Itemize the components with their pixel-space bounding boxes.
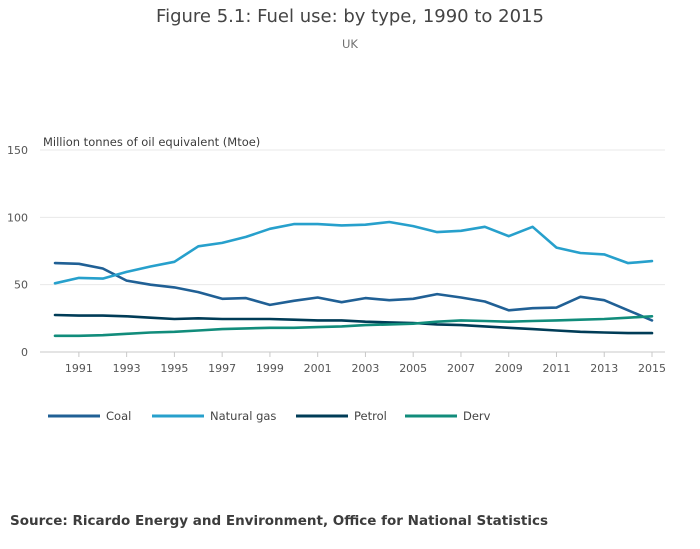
chart-source: Source: Ricardo Energy and Environment, … — [10, 513, 548, 529]
x-tick-label: 2015 — [638, 362, 666, 375]
series-line-derv — [53, 314, 654, 338]
x-tick-label: 1991 — [65, 362, 93, 375]
x-tick-label: 1993 — [113, 362, 141, 375]
legend-label-natural-gas[interactable]: Natural gas — [210, 409, 276, 423]
x-tick-label: 2013 — [590, 362, 618, 375]
x-tick-label: 2005 — [399, 362, 427, 375]
series-line-petrol — [53, 313, 654, 335]
legend-label-petrol[interactable]: Petrol — [354, 409, 387, 423]
y-tick-label: 0 — [21, 346, 28, 359]
y-tick-label: 50 — [14, 279, 28, 292]
x-tick-label: 2001 — [304, 362, 332, 375]
y-tick-label: 100 — [7, 211, 28, 224]
legend-label-derv[interactable]: Derv — [463, 409, 491, 423]
chart-subtitle: UK — [342, 37, 358, 51]
chart-title: Figure 5.1: Fuel use: by type, 1990 to 2… — [156, 6, 544, 27]
x-tick-label: 1997 — [208, 362, 236, 375]
series-line-coal — [53, 261, 654, 322]
x-tick-label: 1999 — [256, 362, 284, 375]
x-tick-label: 2009 — [495, 362, 523, 375]
y-axis-label: Million tonnes of oil equivalent (Mtoe) — [43, 135, 260, 149]
x-tick-label: 1995 — [160, 362, 188, 375]
x-tick-label: 2007 — [447, 362, 475, 375]
x-tick-label: 2003 — [351, 362, 379, 375]
y-tick-label: 150 — [7, 144, 28, 157]
series-line-natural-gas — [53, 220, 654, 285]
x-tick-label: 2011 — [542, 362, 570, 375]
legend-label-coal[interactable]: Coal — [106, 409, 131, 423]
